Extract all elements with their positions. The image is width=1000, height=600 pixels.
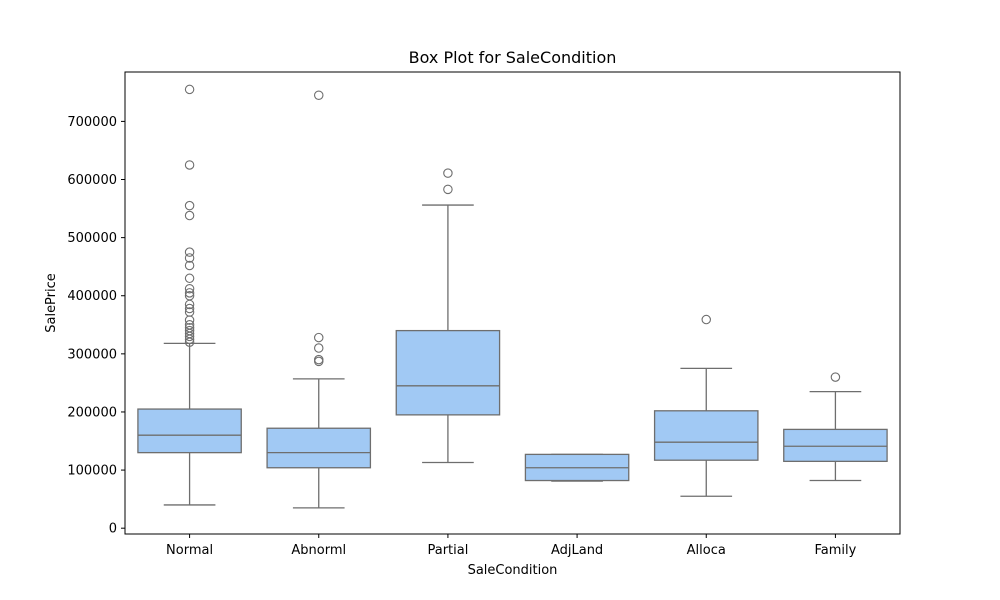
outlier-point: [184, 84, 195, 95]
chart-title: Box Plot for SaleCondition: [409, 48, 617, 67]
iqr-box: [783, 428, 888, 463]
iqr-box: [137, 408, 242, 454]
outlier-point: [313, 343, 324, 353]
x-tick-label: Normal: [166, 543, 213, 558]
y-tick-label: 0: [109, 522, 117, 537]
outlier-point: [184, 331, 195, 342]
x-tick-label: Family: [814, 543, 856, 558]
y-tick-label: 400000: [67, 289, 117, 304]
outlier-point: [443, 184, 453, 195]
iqr-box: [266, 427, 372, 469]
box-group-family: [783, 372, 888, 482]
box-group-normal: [137, 84, 242, 506]
y-tick-label: 700000: [67, 115, 117, 130]
x-tick-label: Alloca: [687, 543, 726, 558]
outlier-point: [184, 200, 195, 211]
outlier-point: [313, 356, 324, 367]
outlier-point: [184, 288, 195, 298]
outlier-point: [184, 160, 195, 170]
x-tick-label: Partial: [427, 543, 468, 558]
y-tick-label: 100000: [67, 464, 117, 479]
iqr-box: [395, 329, 501, 416]
outlier-point: [184, 315, 195, 325]
outlier-point: [184, 299, 195, 310]
box-group-partial: [395, 168, 501, 464]
outlier-point: [830, 372, 841, 382]
outlier-point: [313, 332, 324, 343]
y-axis-label: SalePrice: [44, 273, 59, 333]
x-axis-label: SaleCondition: [468, 563, 558, 578]
x-tick-label: Abnorml: [291, 543, 346, 558]
outlier-point: [184, 247, 195, 257]
outlier-point: [443, 168, 453, 178]
y-tick-label: 300000: [67, 347, 117, 362]
outlier-point: [184, 284, 195, 294]
outlier-point: [184, 337, 195, 347]
y-tick-label: 600000: [67, 173, 117, 188]
x-tick-label: AdjLand: [551, 543, 603, 558]
y-tick-label: 500000: [67, 231, 117, 246]
box-group-adjland: [524, 453, 630, 482]
outlier-point: [184, 334, 195, 345]
outlier-point: [184, 303, 195, 314]
x-axis: Normal Abnorml Partial AdjLand Alloca Family: [166, 534, 857, 558]
outlier-point: [184, 210, 195, 221]
outlier-point: [184, 273, 195, 284]
outlier-point: [701, 314, 711, 325]
box-group-alloca: [653, 314, 759, 497]
box-group-abnorml: [266, 90, 372, 509]
y-axis: 0 100000 200000 300000 400000 500000 600000 700…: [67, 115, 125, 537]
plot-frame: [124, 71, 901, 535]
y-tick-label: 200000: [67, 405, 117, 420]
outlier-point: [313, 90, 324, 100]
outlier-point: [184, 260, 195, 271]
plot-marks: [137, 84, 888, 509]
outlier-point: [184, 253, 195, 263]
iqr-box: [653, 410, 759, 461]
